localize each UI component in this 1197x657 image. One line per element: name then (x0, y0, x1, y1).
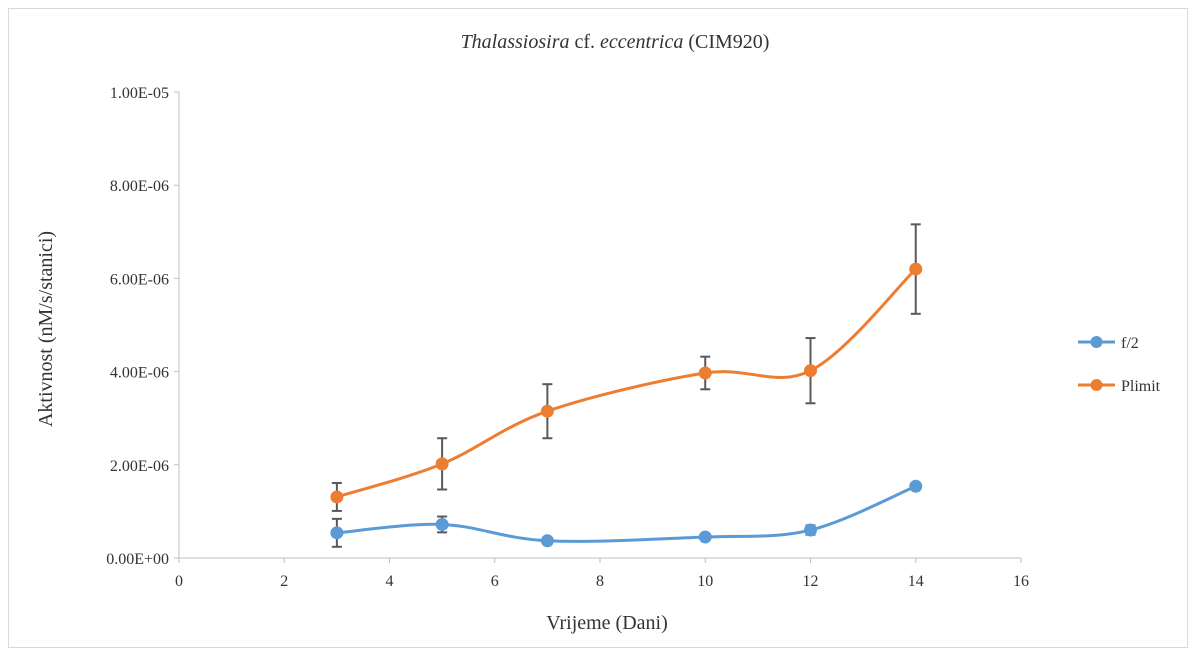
y-tick-label: 6.00E-06 (110, 271, 169, 288)
y-tick-label: 0.00E+00 (106, 551, 169, 568)
data-point-f-2 (909, 479, 923, 493)
data-point-plimit (804, 364, 817, 378)
x-axis-title: Vrijeme (Dani) (546, 612, 668, 634)
legend-item-plimit: Plimit (1078, 378, 1161, 395)
chart-title-middle: cf. (570, 31, 601, 53)
x-tick-label: 0 (175, 573, 183, 590)
series-line-plimit (336, 268, 917, 499)
data-point-f-2 (435, 517, 449, 531)
x-tick-label: 14 (908, 573, 924, 590)
data-point-plimit (909, 262, 923, 276)
series-f-2 (330, 479, 923, 548)
x-tick-label: 4 (386, 573, 394, 590)
chart-title: Thalassiosira cf. eccentrica (CIM920) (461, 31, 770, 53)
data-point-f-2 (698, 530, 712, 544)
series-plimit (330, 223, 923, 512)
x-tick-label: 8 (596, 573, 604, 590)
data-point-plimit (698, 366, 712, 380)
legend-label-f-2: f/2 (1121, 335, 1139, 352)
legend-item-f-2: f/2 (1078, 335, 1139, 352)
chart-title-epithet: eccentrica (600, 31, 683, 53)
data-point-f-2 (330, 526, 344, 540)
line-chart: Thalassiosira cf. eccentrica (CIM920) 0.… (35, 31, 1161, 634)
data-point-plimit (540, 404, 554, 418)
data-point-f-2 (804, 523, 817, 537)
chart-title-strain: (CIM920) (683, 31, 769, 53)
y-tick-label: 2.00E-06 (110, 458, 169, 475)
x-tick-label: 12 (803, 573, 819, 590)
legend-label-plimit: Plimit (1121, 378, 1161, 395)
x-tick-label: 16 (1013, 573, 1029, 590)
y-tick-label: 1.00E-05 (110, 85, 169, 102)
data-point-plimit (435, 457, 449, 471)
data-point-plimit (330, 490, 344, 504)
chart-title-species: Thalassiosira (461, 31, 570, 53)
series-line-f-2 (336, 484, 917, 543)
x-tick-label: 6 (491, 573, 499, 590)
x-tick-label: 2 (280, 573, 288, 590)
y-tick-label: 8.00E-06 (110, 178, 169, 195)
legend-marker-plimit (1090, 379, 1103, 391)
legend-marker-f-2 (1090, 336, 1103, 348)
data-point-f-2 (540, 534, 554, 548)
y-tick-label: 4.00E-06 (110, 365, 169, 382)
legend: f/2 Plimit (1078, 335, 1161, 395)
plot-area: 0.00E+00 2.00E-06 4.00E-06 6.00E-06 8.00E-06… (106, 85, 1029, 590)
chart-area: Thalassiosira cf. eccentrica (CIM920) 0.… (8, 8, 1188, 648)
x-tick-label: 10 (697, 573, 713, 590)
y-axis-title: Aktivnost (nM/s/stanici) (35, 231, 57, 427)
